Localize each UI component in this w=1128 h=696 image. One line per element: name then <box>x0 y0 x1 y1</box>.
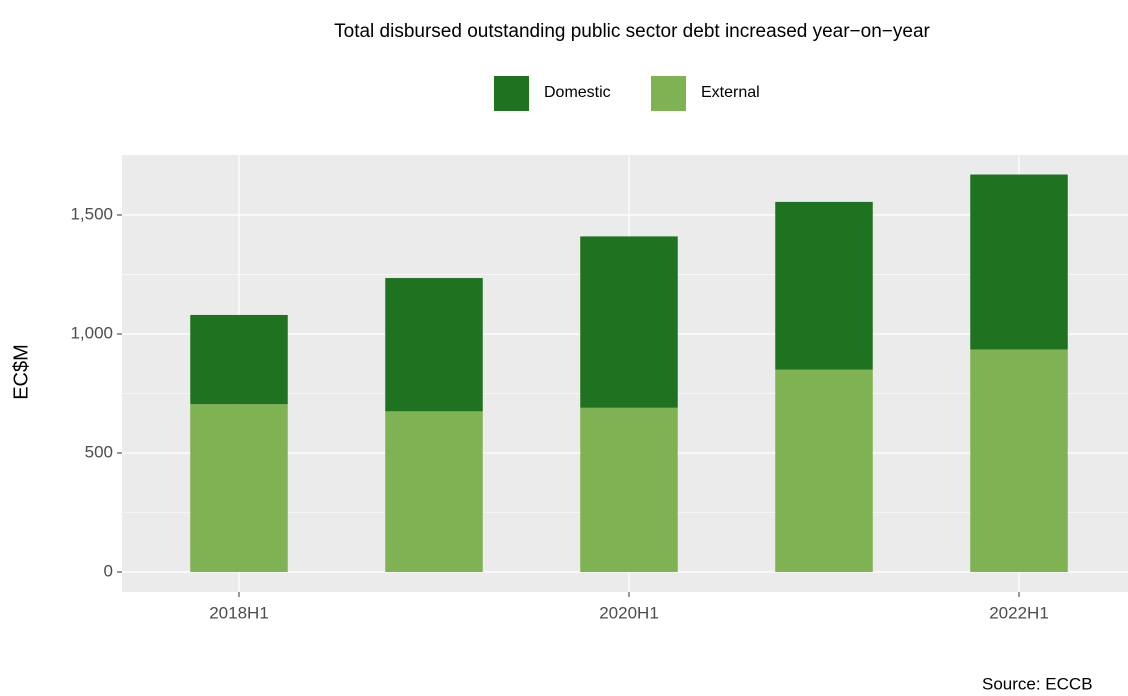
bar-segment <box>580 236 678 408</box>
y-axis-label: EC$M <box>10 344 32 400</box>
x-tick-label: 2018H1 <box>209 603 269 622</box>
bar-segment <box>970 174 1068 350</box>
bar-segment <box>775 369 873 573</box>
bar-segment <box>190 404 288 573</box>
y-tick-label: 1,500 <box>70 204 113 223</box>
bar-segment <box>385 278 483 412</box>
legend-key <box>651 76 686 111</box>
y-tick-label: 500 <box>85 442 113 461</box>
bar-segment <box>190 314 288 405</box>
legend-label: External <box>701 84 760 101</box>
bar-segment <box>970 349 1068 573</box>
legend-label: Domestic <box>544 84 611 101</box>
legend-key <box>494 76 529 111</box>
bar-segment <box>580 407 678 573</box>
source-note: Source: ECCB <box>982 674 1093 693</box>
chart-title: Total disbursed outstanding public secto… <box>334 21 930 42</box>
bar-segment <box>385 411 483 573</box>
y-tick-label: 1,000 <box>70 323 113 342</box>
x-tick-label: 2020H1 <box>599 603 659 622</box>
x-tick-label: 2022H1 <box>989 603 1049 622</box>
y-tick-label: 0 <box>104 561 113 580</box>
bar-segment <box>775 201 873 370</box>
